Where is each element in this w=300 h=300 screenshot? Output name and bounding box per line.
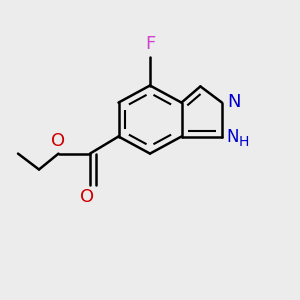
Text: O: O xyxy=(80,188,94,206)
Text: N: N xyxy=(227,128,239,146)
Text: O: O xyxy=(51,132,66,150)
Text: H: H xyxy=(238,135,249,149)
Text: N: N xyxy=(227,93,240,111)
Text: F: F xyxy=(145,35,155,53)
